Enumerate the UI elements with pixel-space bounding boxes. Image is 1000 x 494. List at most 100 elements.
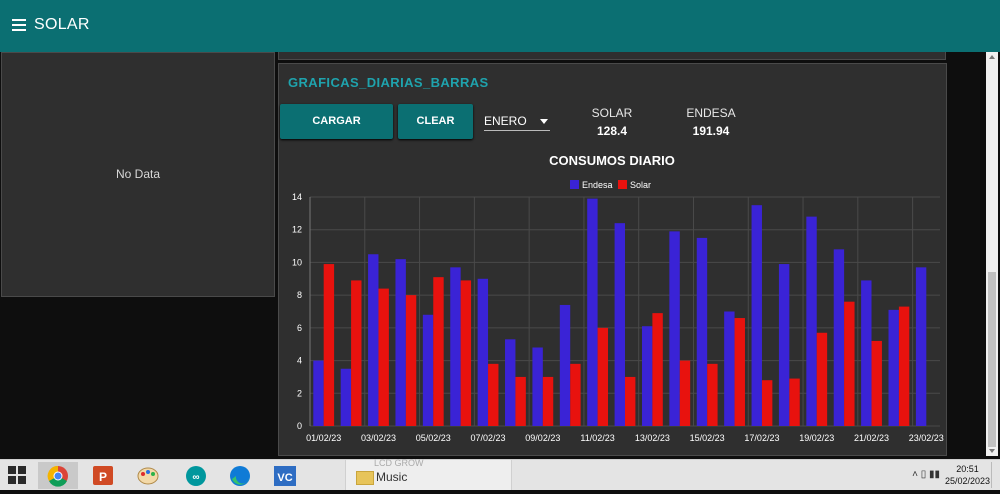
- bar-solar: [679, 360, 691, 426]
- bar-endesa: [861, 280, 872, 426]
- solar-stat-value: 128.4: [596, 124, 628, 138]
- page-scrollbar[interactable]: [986, 52, 998, 456]
- endesa-stat-value: 191.94: [692, 124, 730, 138]
- solar-stat-label: SOLAR: [591, 106, 633, 120]
- explorer-window-preview[interactable]: LCD GROW Music: [345, 458, 512, 490]
- x-tick-label: 05/02/23: [416, 433, 451, 443]
- bar-solar: [351, 280, 362, 426]
- y-tick-label: 6: [297, 323, 302, 333]
- bar-endesa: [724, 311, 735, 426]
- clock-time: 20:51: [956, 464, 979, 474]
- y-tick-label: 14: [292, 192, 302, 202]
- endesa-stat-label: ENDESA: [686, 106, 736, 120]
- bar-endesa: [833, 249, 845, 426]
- bar-endesa: [395, 259, 406, 426]
- vc-icon[interactable]: VC: [265, 462, 305, 489]
- bar-solar: [542, 376, 554, 426]
- svg-text:P: P: [99, 470, 107, 484]
- chart-title: CONSUMOS DIARIO: [549, 153, 675, 168]
- section-title: GRAFICAS_DIARIAS_BARRAS: [288, 75, 489, 90]
- edge-icon[interactable]: [220, 462, 260, 489]
- x-tick-label: 17/02/23: [744, 433, 779, 443]
- app-title: SOLAR: [34, 16, 90, 33]
- system-tray[interactable]: ˄ ▯ ▮▮: [912, 469, 940, 480]
- bar-solar: [460, 280, 472, 426]
- bar-endesa: [806, 216, 817, 426]
- bar-solar: [378, 288, 389, 426]
- show-desktop-button[interactable]: [991, 462, 1000, 488]
- bar-endesa: [368, 254, 379, 426]
- left-chart-panel: No Data: [1, 52, 275, 297]
- bar-solar: [405, 295, 417, 426]
- x-tick-label: 11/02/23: [580, 433, 614, 443]
- svg-text:∞: ∞: [192, 472, 199, 483]
- legend-swatch-endesa[interactable]: [570, 180, 579, 189]
- hamburger-menu-icon[interactable]: [12, 19, 26, 31]
- bar-endesa: [696, 237, 708, 426]
- bar-solar: [844, 301, 855, 426]
- bar-endesa: [915, 267, 927, 426]
- bar-solar: [570, 363, 581, 426]
- bar-solar: [707, 363, 718, 426]
- x-tick-label: 19/02/23: [799, 433, 834, 443]
- bar-endesa: [559, 304, 571, 426]
- bar-solar: [597, 327, 609, 426]
- bar-endesa: [532, 347, 543, 426]
- legend-label-endesa: Endesa: [582, 180, 613, 190]
- x-tick-label: 13/02/23: [635, 433, 670, 443]
- bar-endesa: [313, 360, 324, 426]
- bar-endesa: [669, 231, 680, 426]
- bar-endesa: [614, 223, 625, 426]
- bar-endesa: [422, 314, 434, 426]
- scroll-down-icon[interactable]: [989, 449, 995, 453]
- paint-icon[interactable]: [128, 462, 168, 489]
- chrome-icon[interactable]: [38, 462, 78, 489]
- bar-solar: [734, 318, 745, 426]
- solar-stat: SOLAR 128.4: [577, 106, 647, 138]
- explorer-item-label: Music: [376, 470, 408, 484]
- x-tick-label: 01/02/23: [306, 433, 341, 443]
- bar-solar: [898, 306, 910, 426]
- clock-date: 25/02/2023: [944, 476, 990, 486]
- bar-solar: [433, 277, 444, 426]
- bar-endesa: [450, 267, 461, 426]
- folder-icon: [356, 471, 374, 485]
- bar-solar: [625, 376, 636, 426]
- upper-panel-bottom: [278, 52, 946, 60]
- y-tick-label: 0: [297, 421, 302, 431]
- windows-start-icon[interactable]: [8, 466, 26, 484]
- arduino-icon[interactable]: ∞: [176, 462, 216, 489]
- month-select[interactable]: ENERO: [484, 114, 550, 131]
- bar-endesa: [778, 264, 790, 426]
- y-tick-label: 8: [297, 290, 302, 300]
- x-tick-label: 09/02/23: [525, 433, 560, 443]
- legend-swatch-solar[interactable]: [618, 180, 627, 189]
- bar-solar: [871, 340, 882, 426]
- cargar-button[interactable]: CARGAR: [280, 104, 393, 139]
- bar-endesa: [505, 339, 516, 426]
- bar-endesa: [340, 368, 352, 426]
- bar-endesa: [888, 309, 899, 426]
- endesa-stat: ENDESA 191.94: [676, 106, 746, 138]
- scroll-up-icon[interactable]: [989, 55, 995, 59]
- bar-endesa: [587, 198, 598, 426]
- bar-endesa: [751, 205, 762, 426]
- bar-solar: [488, 363, 499, 426]
- taskbar-clock[interactable]: 20:51 25/02/2023: [945, 463, 990, 487]
- bar-solar: [789, 378, 800, 426]
- scroll-thumb[interactable]: [988, 272, 996, 447]
- bar-endesa: [641, 326, 653, 426]
- y-tick-label: 12: [292, 225, 302, 235]
- bar-endesa: [477, 278, 489, 426]
- clear-button[interactable]: CLEAR: [398, 104, 473, 139]
- powerpoint-icon[interactable]: P: [83, 462, 123, 489]
- chart-legend: Endesa Solar: [570, 180, 651, 190]
- x-tick-label: 21/02/23: [854, 433, 889, 443]
- bar-solar: [652, 313, 663, 426]
- dropdown-arrow-icon: [540, 119, 548, 124]
- daily-consumption-chart: CONSUMOS DIARIO Endesa Solar 0 2 4 6 8 10 12 14…: [292, 153, 944, 443]
- y-tick-label: 10: [292, 257, 302, 267]
- bar-solar: [515, 376, 526, 426]
- windows-taskbar: P ∞ VC LCD GROW Music ˄ ▯ ▮▮ 20:51 25/02…: [0, 458, 1000, 490]
- bar-solar: [761, 380, 773, 426]
